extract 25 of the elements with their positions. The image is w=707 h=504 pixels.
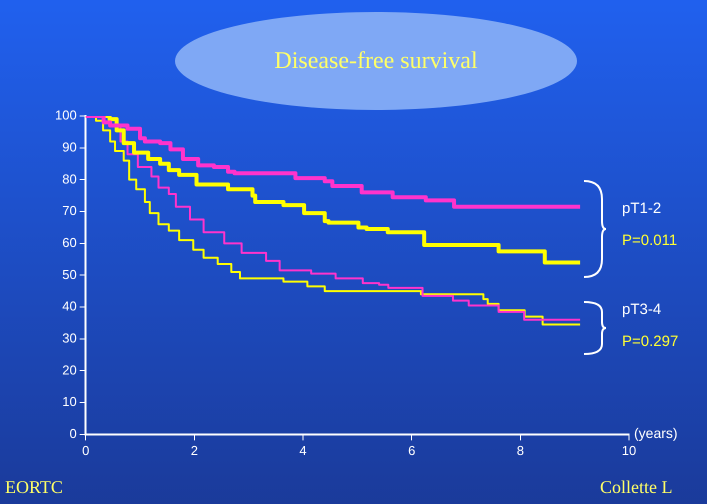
text: EORTC [5, 477, 63, 498]
x-tick-label: 0 [82, 442, 90, 458]
annotation: pT1-2 [622, 200, 662, 217]
y-tick-label: 80 [62, 171, 77, 186]
annotation: P=0.011 [622, 232, 678, 249]
x-tick-label: 2 [190, 442, 198, 458]
y-tick-label: 100 [54, 108, 77, 123]
text: Collette L [600, 477, 672, 498]
annotation: pT3-4 [622, 301, 662, 318]
y-tick-label: 40 [62, 298, 77, 314]
y-tick-label: 60 [62, 234, 77, 250]
y-tick-label: 20 [62, 362, 77, 378]
y-tick-label: 10 [62, 394, 77, 410]
annotation: P=0.297 [622, 333, 678, 350]
x-tick-label: 8 [516, 442, 524, 458]
chart-title: Disease-free survival [175, 12, 577, 110]
y-tick-label: 90 [62, 139, 77, 154]
y-tick-label: 30 [62, 330, 77, 346]
x-tick-label: 10 [622, 442, 636, 458]
y-tick-label: 70 [62, 203, 77, 218]
x-tick-label: 4 [299, 442, 307, 458]
y-tick-label: 0 [69, 426, 77, 441]
x-tick-label: 6 [408, 442, 416, 458]
y-tick-label: 50 [62, 266, 77, 282]
x-axis-title: (years) [634, 425, 678, 441]
